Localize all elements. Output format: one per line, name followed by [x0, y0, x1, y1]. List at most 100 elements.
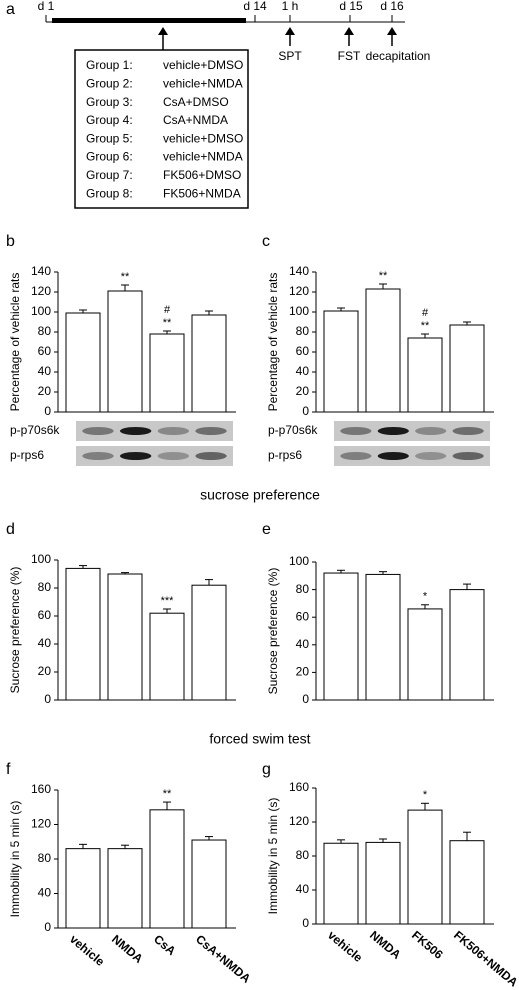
y-axis-label: Percentage of vehicle rats — [8, 273, 22, 412]
bar — [407, 608, 443, 701]
y-tick-label: 40 — [296, 882, 310, 896]
bar — [65, 312, 101, 413]
y-tick-label: 0 — [44, 404, 51, 418]
blot-band — [119, 427, 152, 435]
blot-image — [334, 446, 490, 466]
y-tick-label: 100 — [31, 304, 51, 318]
y-tick-label: 80 — [296, 324, 310, 338]
day-label: d 15 — [339, 0, 363, 13]
y-tick-label: 0 — [302, 916, 309, 930]
x-tick-label: NMDA — [367, 928, 404, 962]
y-axis-label: Sucrose preference (%) — [266, 568, 280, 695]
y-tick-label: 40 — [296, 364, 310, 378]
blot-band — [82, 427, 114, 435]
y-tick-label: 40 — [38, 636, 52, 650]
blot-image — [76, 421, 233, 441]
event-label: SPT — [278, 49, 302, 63]
panel-label: a — [6, 1, 15, 18]
panel-label: e — [262, 521, 271, 538]
y-tick-label: 80 — [38, 851, 52, 865]
y-tick-label: 60 — [38, 344, 52, 358]
group-label: Group 5: — [86, 131, 133, 145]
bar — [365, 573, 401, 701]
y-tick-label: 100 — [289, 554, 309, 568]
bar — [407, 809, 443, 925]
bar — [149, 333, 185, 413]
y-tick-label: 80 — [296, 848, 310, 862]
blot-band — [415, 452, 447, 460]
bar — [449, 324, 485, 413]
y-tick-label: 0 — [44, 692, 51, 706]
day-ticks — [45, 15, 393, 22]
blot-band — [452, 427, 484, 435]
group-label: Group 1: — [86, 58, 133, 72]
blot-band — [452, 452, 484, 460]
y-tick-label: 160 — [289, 780, 309, 794]
y-tick-label: 20 — [38, 664, 52, 678]
group-treatment: CsA+NMDA — [163, 113, 228, 127]
significance-mark: ** — [121, 271, 130, 283]
blot-band — [340, 452, 372, 460]
bar — [323, 572, 359, 701]
x-tick-label: NMDA — [109, 932, 146, 966]
y-tick-label: 100 — [31, 552, 51, 566]
arrows — [162, 31, 393, 50]
section-title: forced swim test — [209, 731, 310, 747]
blot-band — [195, 452, 227, 460]
blot-image — [334, 421, 490, 441]
bar — [449, 589, 485, 701]
group-treatment: FK506+DMSO — [163, 168, 241, 182]
blot-band — [82, 452, 114, 460]
bar — [191, 314, 227, 413]
y-tick-label: 160 — [31, 782, 51, 796]
y-tick-label: 0 — [302, 692, 309, 706]
y-tick-label: 20 — [296, 384, 310, 398]
bar — [449, 840, 485, 925]
panel-label: f — [6, 761, 11, 778]
bar — [365, 841, 401, 925]
y-tick-label: 60 — [38, 608, 52, 622]
blot-label: p-p70s6k — [268, 423, 318, 437]
panel-label: c — [262, 233, 270, 250]
treatment-bar — [52, 18, 246, 23]
significance-mark: ** — [421, 320, 430, 332]
group-label: Group 8: — [86, 186, 133, 200]
y-tick-label: 120 — [289, 814, 309, 828]
bar — [107, 290, 143, 413]
group-label: Group 7: — [86, 168, 133, 182]
y-tick-label: 40 — [296, 637, 310, 651]
blot-band — [157, 452, 190, 460]
bar — [407, 337, 443, 413]
group-treatment: vehicle+NMDA — [163, 76, 243, 90]
bar — [323, 842, 359, 925]
y-tick-label: 40 — [38, 364, 52, 378]
significance-mark: ** — [163, 788, 172, 800]
bar — [107, 848, 143, 929]
bar — [107, 573, 143, 701]
y-tick-label: 140 — [289, 264, 309, 278]
significance-mark: ** — [163, 317, 172, 329]
y-axis-label: Immobility in 5 min (s) — [266, 798, 280, 915]
x-tick-label: FK506+NMDA — [451, 928, 519, 990]
bar — [149, 612, 185, 701]
bar — [191, 839, 227, 929]
day-label: d 16 — [380, 0, 404, 13]
y-axis-label: Immobility in 5 min (s) — [8, 801, 22, 918]
bar — [149, 809, 185, 929]
blot-band — [340, 427, 372, 435]
x-tick-label: vehicle — [325, 928, 365, 965]
y-tick-label: 120 — [31, 284, 51, 298]
panel-label: g — [262, 761, 271, 778]
group-label: Group 2: — [86, 76, 133, 90]
event-label: FST — [338, 49, 361, 63]
group-treatment: vehicle+DMSO — [163, 58, 243, 72]
blot-band — [195, 427, 227, 435]
y-tick-label: 20 — [38, 384, 52, 398]
bar — [65, 567, 101, 701]
significance-mark: # — [164, 304, 171, 316]
day-label: d 1 — [38, 0, 55, 13]
y-tick-label: 60 — [296, 344, 310, 358]
day-label: d 14 — [243, 0, 267, 13]
x-tick-label: FK506 — [409, 928, 446, 962]
arrow-heads — [158, 27, 397, 35]
